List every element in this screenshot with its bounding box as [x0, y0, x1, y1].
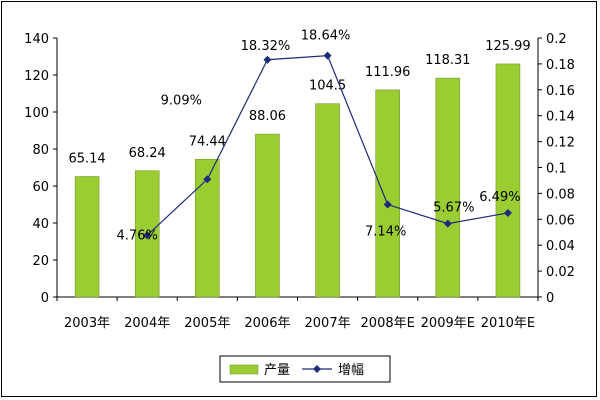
bar	[255, 133, 280, 298]
x-tick-label: 2008年E	[361, 316, 415, 331]
legend-bar-swatch	[229, 364, 259, 375]
bar-value-label: 104.5	[309, 79, 346, 94]
growth-value-label: 18.64%	[301, 29, 351, 44]
bar-value-label: 111.96	[365, 65, 411, 80]
bar-value-label: 68.24	[129, 146, 166, 161]
growth-point	[503, 208, 512, 217]
bar	[74, 176, 100, 298]
y-right-tick-label: 0.04	[546, 239, 575, 254]
growth-value-label: 6.49%	[479, 190, 520, 205]
x-tick-label: 2004年	[124, 316, 170, 331]
x-tick-label: 2009年E	[421, 316, 475, 331]
growth-point	[383, 200, 392, 209]
y-left-tick-label: 0	[41, 291, 49, 306]
bar-value-label: 125.99	[485, 39, 531, 54]
y-left-tick-label: 80	[32, 143, 49, 158]
growth-point	[203, 175, 212, 184]
x-tick-label: 2005年	[184, 316, 230, 331]
bar	[435, 77, 461, 298]
legend-bar-label: 产量	[264, 363, 290, 378]
y-right-tick-label: 0.12	[546, 136, 575, 151]
y-left-tick-label: 100	[24, 106, 49, 121]
bar-value-label: 88.06	[249, 109, 286, 124]
x-tick-label: 2003年	[64, 316, 110, 331]
y-right-tick-label: 0.14	[546, 110, 575, 125]
growth-value-label: 7.14%	[365, 225, 406, 240]
bar	[495, 63, 521, 298]
y-left-tick-label: 40	[32, 217, 49, 232]
y-right-tick-label: 0.18	[546, 58, 575, 73]
growth-value-label: 9.09%	[161, 93, 202, 108]
y-right-tick-label: 0.2	[546, 32, 567, 47]
bar-value-label: 65.14	[68, 151, 105, 166]
x-tick-label: 2010年E	[481, 316, 535, 331]
y-left-tick-label: 20	[32, 254, 49, 269]
growth-value-label: 4.76%	[117, 228, 158, 243]
y-right-tick-label: 0	[546, 291, 554, 306]
y-right-tick-label: 0.1	[546, 162, 567, 177]
x-tick-label: 2006年	[244, 316, 290, 331]
y-right-tick-label: 0.02	[546, 265, 575, 280]
growth-point	[143, 231, 152, 240]
growth-value-label: 18.32%	[241, 39, 291, 54]
legend-line-marker	[313, 365, 321, 373]
bar-value-label: 74.44	[189, 134, 226, 149]
growth-value-label: 5.67%	[433, 201, 474, 216]
bar-value-label: 118.31	[425, 53, 471, 68]
y-left-tick-label: 60	[32, 180, 49, 195]
y-right-tick-label: 0.16	[546, 84, 575, 99]
x-tick-label: 2007年	[305, 316, 351, 331]
growth-point	[263, 55, 272, 64]
growth-point	[443, 219, 452, 228]
bar	[315, 103, 340, 298]
bar	[375, 89, 400, 298]
plot-area	[57, 38, 538, 297]
legend-line-label: 增幅	[338, 363, 364, 378]
y-right-tick-label: 0.08	[546, 187, 575, 202]
y-left-tick-label: 140	[24, 32, 49, 47]
growth-point	[323, 51, 332, 60]
y-right-tick-label: 0.06	[546, 213, 575, 228]
y-left-tick-label: 120	[24, 69, 49, 84]
